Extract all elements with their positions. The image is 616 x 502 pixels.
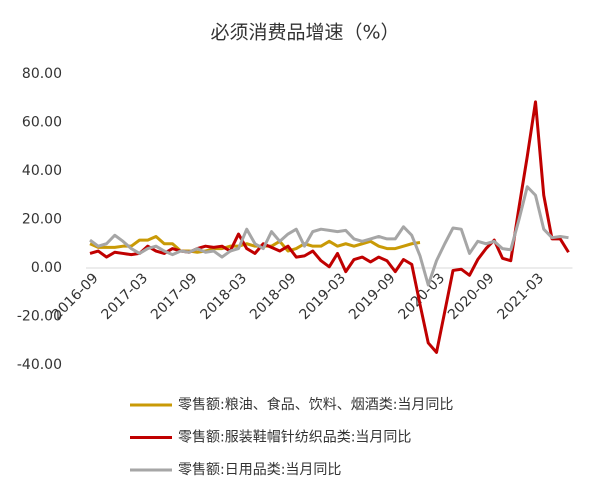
x-tick-label: 2018-09 <box>247 270 300 323</box>
line <box>89 185 569 287</box>
x-tick-label: 2017-03 <box>98 270 151 323</box>
x-tick-label: 2016-09 <box>49 270 102 323</box>
legend-label: 零售额:服装鞋帽针纺织品类:当月同比 <box>178 430 411 446</box>
y-tick-label: 40.00 <box>22 163 62 179</box>
legend-label: 零售额:日用品类:当月同比 <box>178 462 341 478</box>
y-tick-label: 60.00 <box>22 115 62 131</box>
x-tick-label: 2019-09 <box>346 270 399 323</box>
line <box>89 100 570 354</box>
y-tick-label: -40.00 <box>17 357 62 373</box>
x-tick-label: 2021-03 <box>494 270 547 323</box>
y-tick-label: 80.00 <box>22 66 62 82</box>
chart-title: 必须消费品增速（%） <box>210 22 399 44</box>
x-tick-label: 2019-03 <box>296 270 349 323</box>
y-tick-label: 0.00 <box>31 260 62 276</box>
y-tick-label: -20.00 <box>17 309 62 325</box>
y-tick-label: 20.00 <box>22 212 62 228</box>
x-tick-label: 2018-03 <box>197 270 250 323</box>
line <box>89 234 421 254</box>
legend-label: 零售额:粮油、食品、饮料、烟酒类:当月同比 <box>178 396 453 413</box>
x-tick-label: 2017-09 <box>148 270 201 323</box>
